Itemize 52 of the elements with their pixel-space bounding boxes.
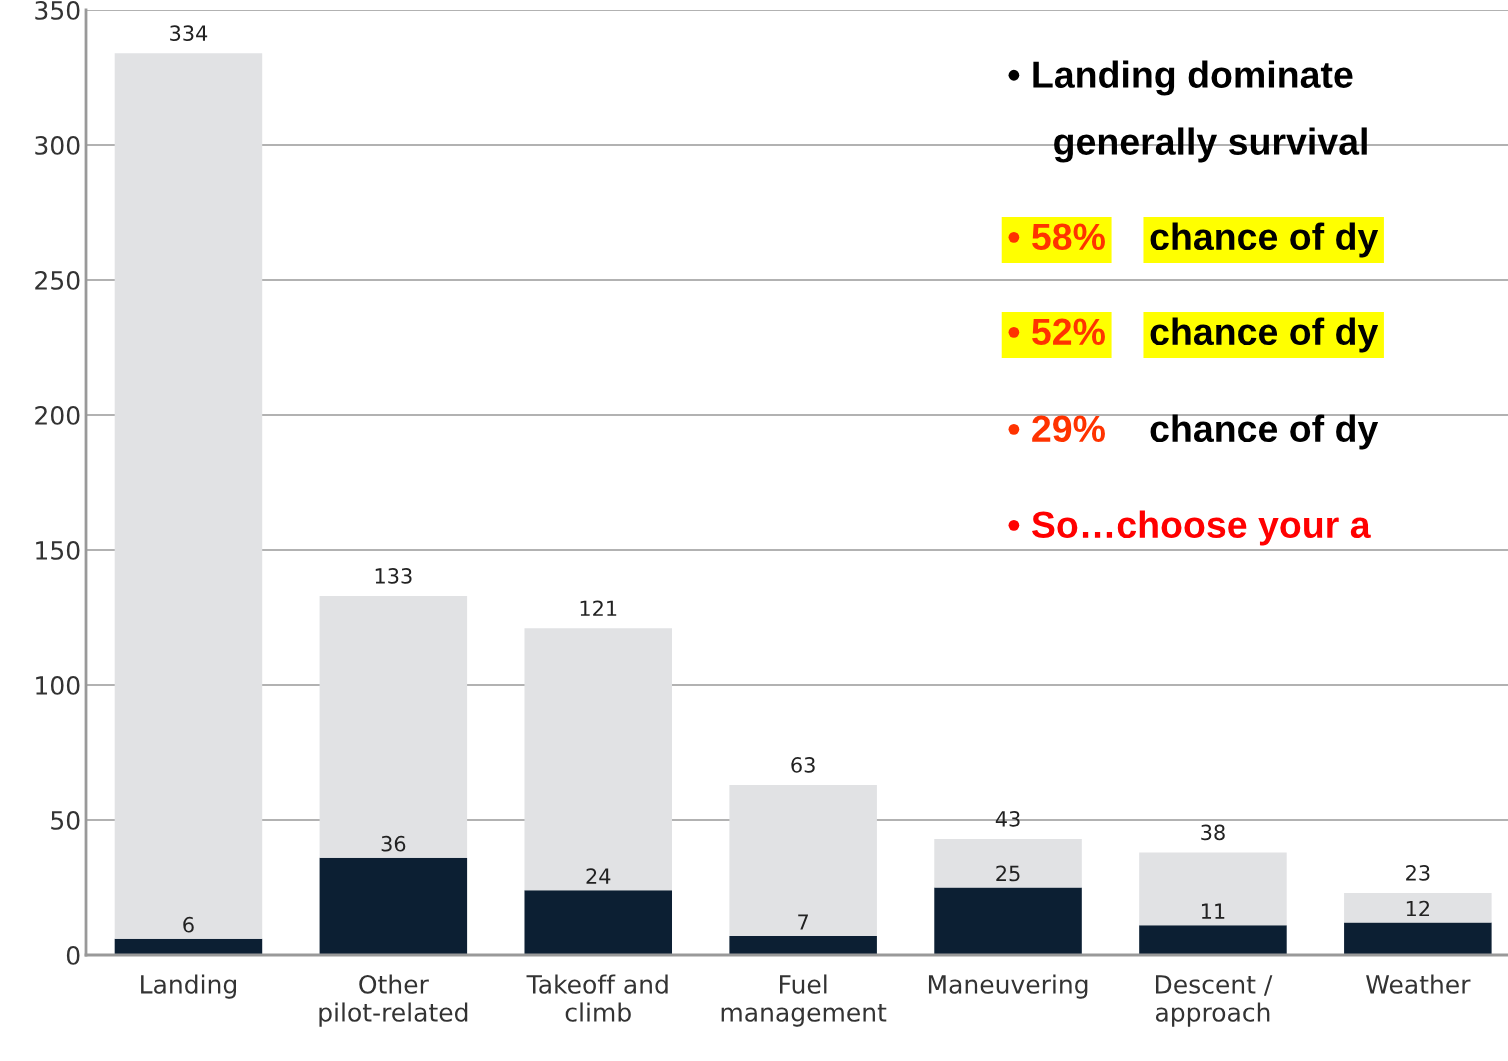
x-tick-label: Other pilot-related <box>319 974 468 1027</box>
y-tick-label: 250 <box>35 270 80 290</box>
y-tick-label: 100 <box>36 675 80 695</box>
total-label: 121 <box>580 600 617 616</box>
y-tick-label: 150 <box>36 540 80 560</box>
bar <box>1344 892 1492 923</box>
data-label: 7 <box>798 914 808 930</box>
y-tick-label: 300 <box>35 135 80 155</box>
bar <box>114 53 263 939</box>
annotation: • 29% <box>1008 415 1105 443</box>
bar <box>1139 925 1287 955</box>
total-label: 23 <box>1406 865 1430 881</box>
bar <box>524 628 673 891</box>
bar <box>1344 922 1492 955</box>
bar <box>934 887 1082 955</box>
total-label: 334 <box>170 25 208 42</box>
annotation: generally survival <box>1054 127 1367 163</box>
data-label: 12 <box>1406 900 1430 917</box>
y-tick-label: 50 <box>51 810 80 830</box>
bar <box>1139 852 1287 926</box>
y-tick-label: 200 <box>35 405 80 425</box>
annotation: chance of dy <box>1150 414 1379 450</box>
bar <box>114 938 263 955</box>
x-tick-label: Maneuvering <box>928 974 1088 999</box>
annotation: chance of dy <box>1150 222 1379 258</box>
x-tick-label: Weather <box>1366 974 1471 994</box>
data-label: 25 <box>996 865 1020 882</box>
total-label: 38 <box>1201 824 1225 841</box>
bar <box>319 595 468 858</box>
data-label: 24 <box>586 868 611 884</box>
total-label: 43 <box>995 811 1020 827</box>
x-tick-label: Takeoff and climb <box>526 974 668 1022</box>
annotation: • So…choose your a <box>1008 510 1371 546</box>
bar <box>729 784 877 937</box>
bar <box>729 936 877 955</box>
data-label: 11 <box>1201 903 1225 919</box>
total-label: 63 <box>791 757 815 773</box>
annotation: chance of dy <box>1150 317 1379 353</box>
data-label: 6 <box>183 916 194 933</box>
bar <box>524 890 673 955</box>
annotation: • 58% <box>1008 223 1105 251</box>
annotation: • 52% <box>1008 318 1105 346</box>
x-tick-label: Descent / approach <box>1155 975 1273 1027</box>
data-label: 36 <box>381 835 406 852</box>
bar <box>934 838 1082 888</box>
x-tick-label: Landing <box>141 974 236 999</box>
annotation: • Landing dominate <box>1008 60 1353 96</box>
y-tick-label: 0 <box>66 945 80 965</box>
bar <box>319 857 468 955</box>
total-label: 133 <box>375 568 412 584</box>
y-tick-label: 350 <box>35 0 80 20</box>
x-tick-label: Fuel management <box>721 974 887 1027</box>
